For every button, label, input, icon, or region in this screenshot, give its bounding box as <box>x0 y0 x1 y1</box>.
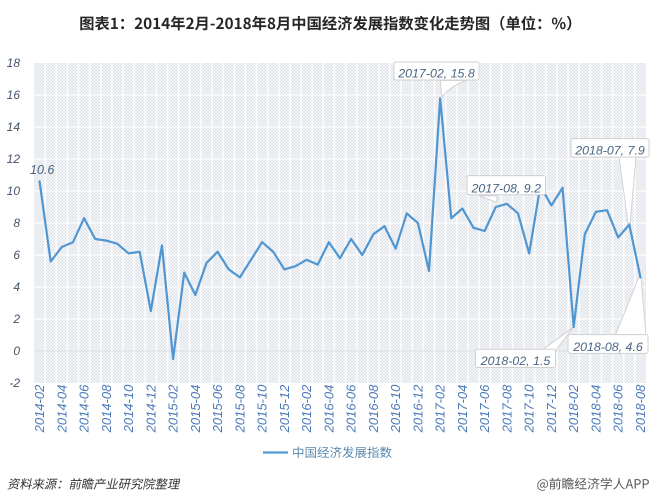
svg-text:2014-06: 2014-06 <box>77 384 92 433</box>
svg-text:2016-12: 2016-12 <box>410 384 425 433</box>
svg-text:10.6: 10.6 <box>30 163 54 177</box>
svg-text:2014-08: 2014-08 <box>99 384 114 433</box>
svg-text:2018-02: 2018-02 <box>566 384 581 433</box>
svg-text:2: 2 <box>12 312 20 326</box>
svg-text:8: 8 <box>13 216 20 230</box>
svg-text:6: 6 <box>13 248 20 262</box>
svg-text:2017-12: 2017-12 <box>544 384 559 433</box>
svg-text:2017-08: 2017-08 <box>499 384 514 433</box>
svg-text:0: 0 <box>13 344 20 358</box>
svg-text:2015-12: 2015-12 <box>277 384 292 433</box>
svg-text:2015-06: 2015-06 <box>210 384 225 433</box>
svg-text:2016-02: 2016-02 <box>299 384 314 433</box>
svg-text:2015-08: 2015-08 <box>232 384 247 433</box>
svg-text:2014-04: 2014-04 <box>54 385 69 434</box>
svg-text:2018-02, 1.5: 2018-02, 1.5 <box>480 354 551 368</box>
svg-text:2015-10: 2015-10 <box>255 384 270 433</box>
svg-text:18: 18 <box>7 56 21 70</box>
svg-text:2017-06: 2017-06 <box>477 384 492 433</box>
svg-text:2017-02, 15.8: 2017-02, 15.8 <box>397 67 475 81</box>
svg-text:2017-08, 9.2: 2017-08, 9.2 <box>470 181 541 195</box>
svg-text:-2: -2 <box>9 376 20 390</box>
svg-text:14: 14 <box>7 120 21 134</box>
svg-text:2014-02: 2014-02 <box>32 384 47 433</box>
svg-text:2018-07, 7.9: 2018-07, 7.9 <box>574 144 645 158</box>
svg-text:2016-08: 2016-08 <box>366 384 381 433</box>
svg-text:2018-06: 2018-06 <box>611 384 626 433</box>
svg-text:2017-10: 2017-10 <box>522 384 537 433</box>
svg-text:10: 10 <box>7 184 21 198</box>
svg-text:2015-02: 2015-02 <box>166 384 181 433</box>
svg-text:2016-10: 2016-10 <box>388 384 403 433</box>
svg-text:12: 12 <box>7 152 21 166</box>
svg-text:2018-08: 2018-08 <box>633 384 648 433</box>
svg-text:16: 16 <box>7 88 21 102</box>
svg-text:2017-04: 2017-04 <box>455 385 470 434</box>
svg-text:2016-04: 2016-04 <box>321 385 336 434</box>
svg-text:2018-08, 4.6: 2018-08, 4.6 <box>572 340 643 354</box>
svg-text:2014-12: 2014-12 <box>143 384 158 433</box>
svg-text:2017-02: 2017-02 <box>433 384 448 433</box>
svg-text:2016-06: 2016-06 <box>344 384 359 433</box>
svg-text:4: 4 <box>13 280 20 294</box>
svg-text:2014-10: 2014-10 <box>121 384 136 433</box>
svg-text:2018-04: 2018-04 <box>588 385 603 434</box>
svg-text:2015-04: 2015-04 <box>188 385 203 434</box>
